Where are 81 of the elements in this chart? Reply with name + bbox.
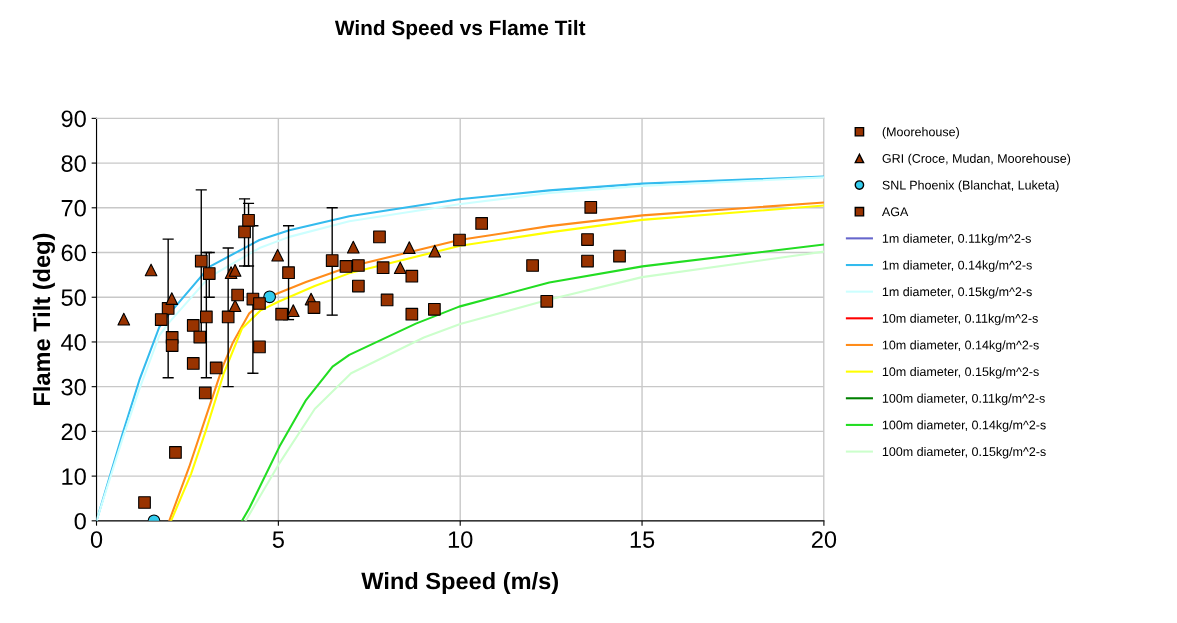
y-axis-title: Flame Tilt (deg) bbox=[32, 233, 55, 406]
point bbox=[325, 254, 339, 267]
point bbox=[453, 233, 466, 247]
y-tick-label: 40 bbox=[61, 334, 86, 351]
point bbox=[352, 279, 365, 293]
point bbox=[307, 301, 321, 314]
point bbox=[405, 269, 419, 283]
point bbox=[165, 292, 179, 305]
point bbox=[475, 217, 489, 230]
y-tick-label: 0 bbox=[74, 512, 86, 530]
point bbox=[393, 261, 407, 275]
point bbox=[199, 310, 213, 324]
x-tick-label: 20 bbox=[811, 531, 837, 548]
point bbox=[275, 307, 288, 321]
point bbox=[428, 244, 442, 258]
legend-label: SNL Phoenix (Blanchat, Luketa) bbox=[882, 180, 1059, 193]
point bbox=[581, 254, 594, 268]
point bbox=[402, 241, 416, 254]
legend-label: 100m diameter, 0.15kg/m^2-s bbox=[882, 446, 1046, 459]
point bbox=[228, 299, 242, 313]
legend-label: 10m diameter, 0.14kg/m^2-s bbox=[882, 340, 1039, 352]
legend-label: 1m diameter, 0.14kg/m^2-s bbox=[882, 260, 1032, 272]
point bbox=[117, 312, 131, 326]
point bbox=[253, 340, 266, 354]
legend-label: 100m diameter, 0.11kg/m^2-s bbox=[882, 393, 1045, 406]
point bbox=[376, 261, 390, 275]
point bbox=[138, 496, 151, 509]
point bbox=[169, 446, 182, 459]
point bbox=[221, 310, 235, 324]
legend-label: 1m diameter, 0.15kg/m^2-s bbox=[882, 286, 1032, 299]
point bbox=[584, 200, 598, 214]
chart-title: Wind Speed vs Flame Tilt bbox=[334, 19, 586, 40]
point bbox=[238, 225, 251, 239]
point bbox=[428, 302, 441, 316]
point bbox=[526, 259, 539, 272]
point bbox=[193, 330, 207, 344]
point bbox=[242, 213, 255, 227]
point bbox=[405, 307, 419, 321]
point bbox=[271, 248, 284, 262]
x-tick-label: 15 bbox=[630, 531, 655, 548]
point bbox=[253, 297, 266, 310]
legend-label: 10m diameter, 0.15kg/m^2-s bbox=[882, 366, 1039, 379]
y-tick-label: 80 bbox=[61, 155, 86, 172]
legend-label: 1m diameter, 0.11kg/m^2-s bbox=[882, 233, 1031, 246]
point bbox=[613, 249, 626, 263]
point bbox=[339, 260, 353, 273]
point bbox=[209, 361, 223, 375]
point bbox=[263, 290, 276, 304]
y-tick-label: 70 bbox=[61, 199, 86, 217]
point bbox=[198, 386, 212, 400]
point bbox=[581, 233, 594, 246]
point bbox=[186, 319, 200, 332]
point bbox=[228, 264, 242, 277]
y-tick-label: 20 bbox=[61, 423, 86, 441]
point bbox=[165, 339, 179, 352]
y-tick-label: 10 bbox=[62, 468, 86, 485]
point bbox=[346, 240, 360, 254]
y-tick-label: 90 bbox=[61, 110, 86, 128]
x-tick-label: 5 bbox=[272, 531, 284, 548]
x-axis-title: Wind Speed (m/s) bbox=[361, 572, 558, 595]
point bbox=[231, 288, 244, 302]
legend-label: (Moorehouse) bbox=[882, 127, 959, 139]
x-tick-label: 10 bbox=[448, 531, 473, 548]
point bbox=[352, 259, 365, 272]
point bbox=[194, 254, 208, 268]
legend-label: 10m diameter, 0.11kg/m^2-s bbox=[882, 313, 1038, 326]
y-tick-label: 50 bbox=[61, 289, 86, 307]
legend-label: AGA bbox=[881, 207, 909, 217]
legend-label: 100m diameter, 0.14kg/m^2-s bbox=[882, 420, 1046, 432]
point bbox=[540, 294, 554, 308]
point bbox=[373, 230, 386, 244]
point bbox=[154, 313, 168, 326]
x-tick-label: 0 bbox=[90, 531, 103, 548]
y-tick-label: 30 bbox=[61, 378, 86, 396]
point bbox=[202, 267, 216, 280]
point bbox=[186, 357, 200, 370]
point bbox=[286, 304, 300, 318]
y-tick-label: 60 bbox=[61, 244, 86, 262]
point bbox=[144, 263, 158, 277]
legend-label: GRI (Croce, Mudan, Moorehouse) bbox=[882, 153, 1071, 166]
point bbox=[282, 266, 295, 280]
